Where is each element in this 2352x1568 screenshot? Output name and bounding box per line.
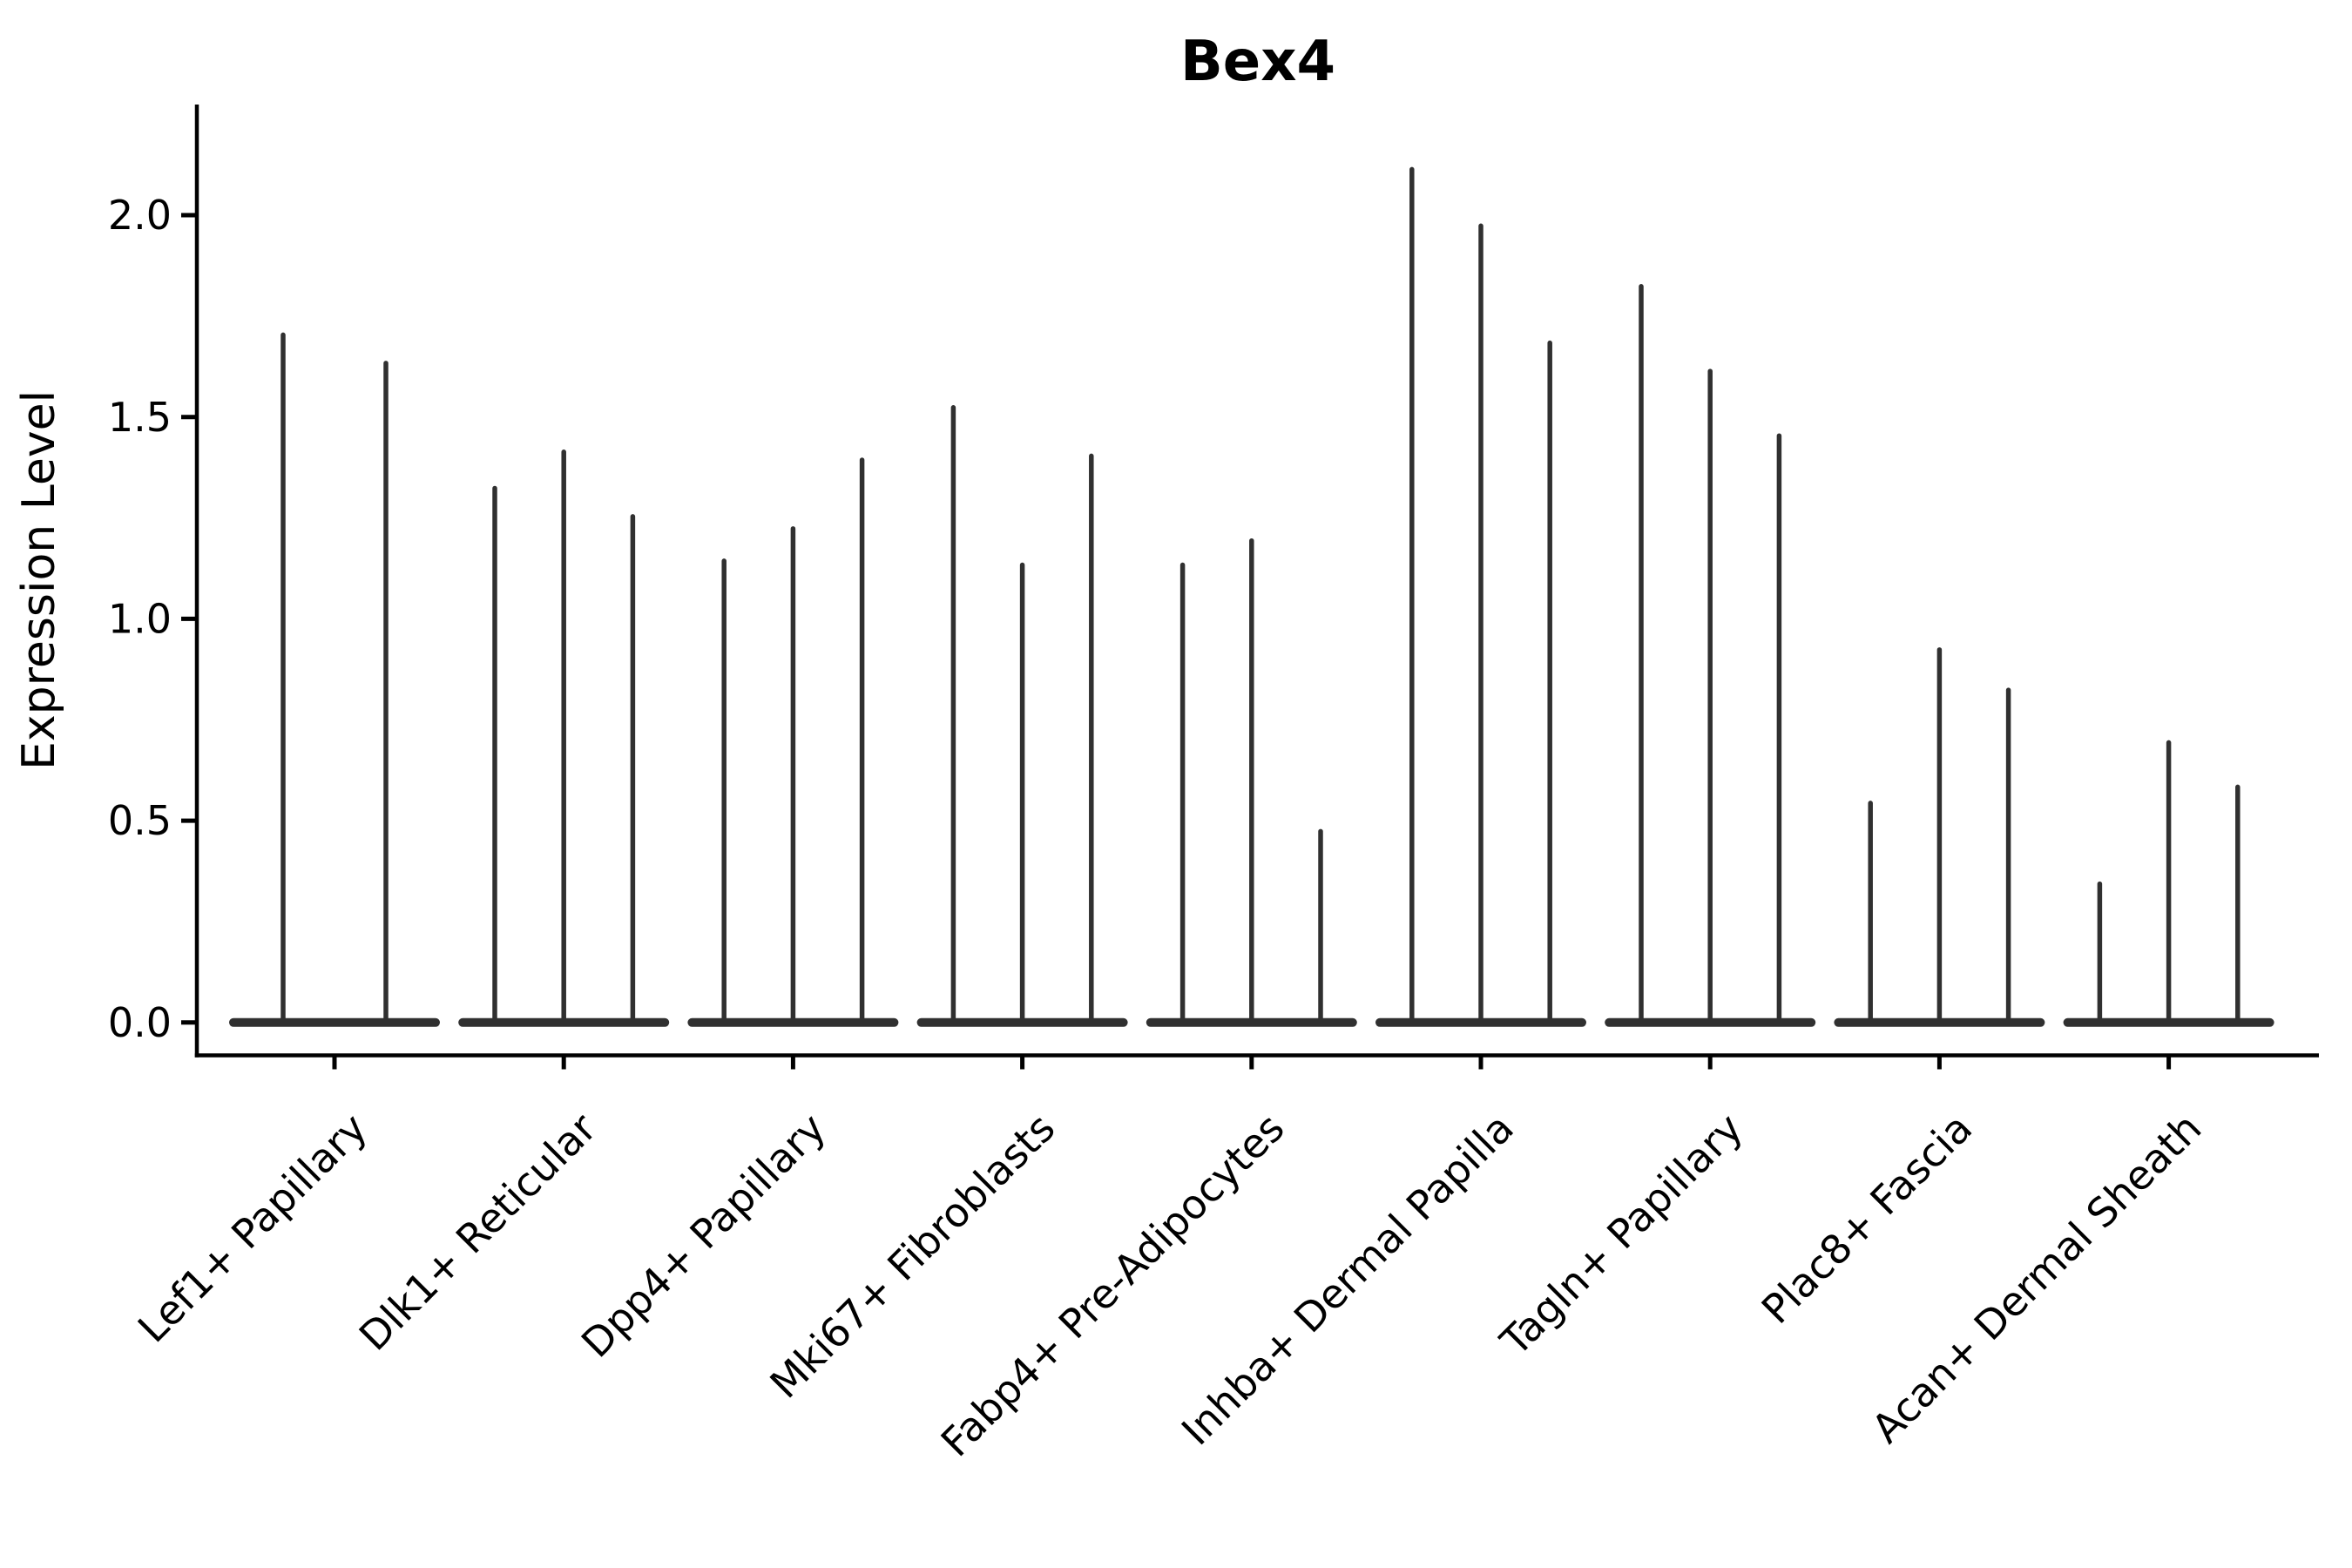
- y-tick-label: 1.0: [108, 596, 172, 643]
- x-tick-label: Dpp4+ Papillary: [572, 1105, 835, 1367]
- chart-title: Bex4: [1180, 30, 1335, 94]
- x-tick-label: Dlk1+ Reticular: [350, 1105, 605, 1360]
- y-tick-label: 0.0: [108, 999, 172, 1046]
- y-tick-label: 0.5: [108, 797, 172, 844]
- y-axis-label: Expression Level: [13, 390, 65, 770]
- x-tick-label: Plac8+ Fascia: [1753, 1105, 1981, 1333]
- y-tick-label: 2.0: [108, 192, 172, 239]
- y-tick-label: 1.5: [108, 394, 172, 441]
- x-tick-label: Tagln+ Papillary: [1490, 1105, 1752, 1366]
- x-tick-label: Lef1+ Papillary: [129, 1105, 376, 1352]
